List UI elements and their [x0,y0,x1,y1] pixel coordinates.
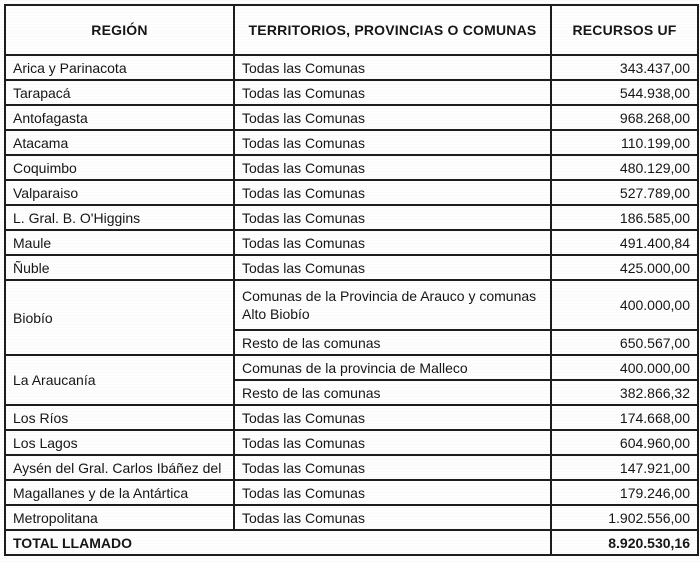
region-cell: Antofagasta [4,104,235,131]
territory-cell: Todas las Comunas [233,54,552,81]
amount-cell: 382.866,32 [550,379,699,406]
region-cell: Tarapacá [4,79,235,106]
table-row: Antofagasta Todas las Comunas 968.268,00 [4,104,699,131]
resources-table: REGIÓN TERRITORIOS, PROVINCIAS O COMUNAS… [4,4,699,556]
region-cell: L. Gral. B. O'Higgins [4,204,235,231]
table-row: Aysén del Gral. Carlos Ibáñez del Todas … [4,454,699,481]
region-cell: Coquimbo [4,154,235,181]
header-row: REGIÓN TERRITORIOS, PROVINCIAS O COMUNAS… [4,4,699,56]
territory-cell: Todas las Comunas [233,79,552,106]
table-row: Atacama Todas las Comunas 110.199,00 [4,129,699,156]
territory-cell: Todas las Comunas [233,479,552,506]
total-row: TOTAL LLAMADO 8.920.530,16 [4,529,699,556]
territory-cell: Todas las Comunas [233,104,552,131]
territory-cell: Todas las Comunas [233,404,552,431]
region-cell-biobio: Biobío [4,279,235,356]
table-row: Resto de las comunas 650.567,00 [5,329,699,356]
amount-cell: 480.129,00 [550,154,699,181]
amount-cell: 179.246,00 [550,479,699,506]
territory-cell: Todas las Comunas [233,204,552,231]
territory-cell: Todas las Comunas [233,229,552,256]
region-cell: Los Ríos [4,404,235,431]
territory-cell: Todas las Comunas [233,429,552,456]
territory-cell: Todas las Comunas [233,129,552,156]
column-header-recursos-uf: RECURSOS UF [550,4,699,56]
region-cell: Atacama [4,129,235,156]
table-row: La Araucanía Comunas de la provincia de … [4,354,699,406]
table-row: Metropolitana Todas las Comunas 1.902.55… [4,504,699,531]
territory-cell: Todas las Comunas [233,454,552,481]
amount-cell: 527.789,00 [550,179,699,206]
total-amount-cell: 8.920.530,16 [550,529,699,556]
amount-cell: 604.960,00 [550,429,699,456]
amount-cell: 147.921,00 [550,454,699,481]
table-row: Los Ríos Todas las Comunas 174.668,00 [4,404,699,431]
table-row: Coquimbo Todas las Comunas 480.129,00 [4,154,699,181]
amount-cell: 491.400,84 [550,229,699,256]
region-cell: Los Lagos [4,429,235,456]
amount-cell: 110.199,00 [550,129,699,156]
territory-cell: Todas las Comunas [233,179,552,206]
region-cell: Maule [4,229,235,256]
region-cell: Metropolitana [4,504,235,531]
region-cell: Arica y Parinacota [4,54,235,81]
table-row: Resto de las comunas 382.866,32 [5,379,699,406]
region-cell: Valparaiso [4,179,235,206]
amount-cell: 650.567,00 [550,329,699,356]
table-row: Maule Todas las Comunas 491.400,84 [4,229,699,256]
table-row: Tarapacá Todas las Comunas 544.938,00 [4,79,699,106]
amount-cell: 425.000,00 [550,254,699,281]
table-row: Ñuble Todas las Comunas 425.000,00 [4,254,699,281]
column-header-territories: TERRITORIOS, PROVINCIAS O COMUNAS [233,4,552,56]
table-row: Magallanes y de la Antártica Todas las C… [4,479,699,506]
territory-cell: Comunas de la provincia de Malleco [233,354,552,381]
table-row: Valparaiso Todas las Comunas 527.789,00 [4,179,699,206]
amount-cell: 968.268,00 [550,104,699,131]
territory-cell: Comunas de la Provincia de Arauco y comu… [233,279,552,331]
region-cell: Magallanes y de la Antártica [4,479,235,506]
table-row: Biobío Comunas de la Provincia de Arauco… [4,279,699,356]
table-row: L. Gral. B. O'Higgins Todas las Comunas … [4,204,699,231]
amount-cell: 1.902.556,00 [550,504,699,531]
territory-cell: Resto de las comunas [233,379,552,406]
amount-cell: 343.437,00 [550,54,699,81]
region-cell-araucania: La Araucanía [4,354,235,406]
total-label-cell: TOTAL LLAMADO [4,529,552,556]
amount-cell: 186.585,00 [550,204,699,231]
region-cell: Aysén del Gral. Carlos Ibáñez del [4,454,235,481]
table-row: Arica y Parinacota Todas las Comunas 343… [4,54,699,81]
table-row: Los Lagos Todas las Comunas 604.960,00 [4,429,699,456]
territory-cell: Todas las Comunas [233,254,552,281]
amount-cell: 400.000,00 [550,354,699,381]
amount-cell: 400.000,00 [550,279,699,331]
territory-cell: Todas las Comunas [233,154,552,181]
amount-cell: 544.938,00 [550,79,699,106]
column-header-region: REGIÓN [4,4,235,56]
territory-cell: Todas las Comunas [233,504,552,531]
amount-cell: 174.668,00 [550,404,699,431]
territory-cell: Resto de las comunas [233,329,552,356]
region-cell: Ñuble [4,254,235,281]
